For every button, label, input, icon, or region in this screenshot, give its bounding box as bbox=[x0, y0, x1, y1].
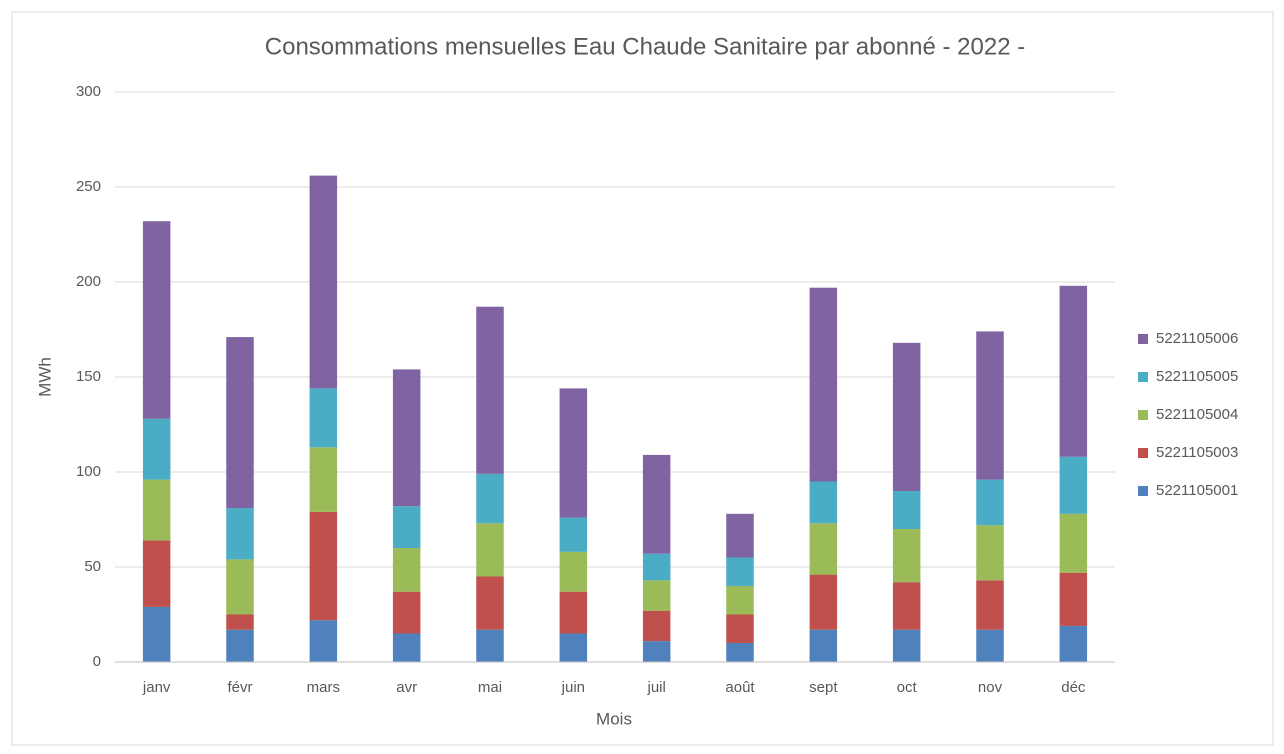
x-tick-label: nov bbox=[978, 679, 1003, 696]
y-tick-label: 150 bbox=[76, 368, 101, 385]
bar-segment bbox=[642, 553, 671, 581]
bar-segment bbox=[309, 620, 338, 662]
bar-segment bbox=[642, 641, 671, 662]
bar-segment bbox=[809, 629, 838, 662]
x-tick-label: juil bbox=[646, 679, 665, 696]
x-tick-label: août bbox=[725, 679, 755, 696]
bar-segment bbox=[809, 287, 838, 482]
bar-segment bbox=[976, 479, 1004, 526]
bar-segment bbox=[559, 388, 588, 518]
bar-segment bbox=[726, 643, 754, 662]
bar-segment bbox=[226, 337, 254, 509]
bar-segment bbox=[476, 306, 504, 474]
bar-segment bbox=[142, 540, 171, 607]
y-axis-title: MWh bbox=[35, 357, 54, 397]
x-tick-label: janv bbox=[142, 679, 171, 696]
legend-swatch bbox=[1138, 410, 1148, 420]
bar-segment bbox=[392, 369, 421, 507]
y-tick-label: 250 bbox=[76, 178, 101, 195]
bar-segment bbox=[809, 481, 838, 524]
bar-segment bbox=[392, 506, 421, 548]
legend-swatch bbox=[1138, 372, 1148, 382]
x-axis-title: Mois bbox=[596, 709, 632, 728]
bar-segment bbox=[309, 388, 338, 448]
bar-segment bbox=[1059, 625, 1088, 662]
y-tick-label: 100 bbox=[76, 463, 101, 480]
bar-segment bbox=[892, 629, 921, 662]
bar-segment bbox=[892, 529, 921, 583]
bar-segment bbox=[726, 586, 754, 615]
bar-segment bbox=[559, 633, 588, 662]
x-tick-label: avr bbox=[396, 679, 417, 696]
legend-swatch bbox=[1138, 334, 1148, 344]
bar-segment bbox=[892, 491, 921, 529]
x-tick-label: mars bbox=[307, 679, 340, 696]
bar-segment bbox=[726, 557, 754, 586]
bar-segment bbox=[142, 479, 171, 541]
y-tick-label: 50 bbox=[84, 558, 101, 575]
bar-segment bbox=[1059, 513, 1088, 573]
bar-segment bbox=[976, 331, 1004, 480]
y-tick-label: 200 bbox=[76, 273, 101, 290]
bar-segment bbox=[226, 614, 254, 630]
bar-segment bbox=[976, 580, 1004, 630]
bar-segment bbox=[226, 508, 254, 560]
bar-segment bbox=[226, 629, 254, 662]
bar-segment bbox=[142, 221, 171, 419]
bar-segment bbox=[976, 629, 1004, 662]
bar-segment bbox=[976, 525, 1004, 581]
bar-segment bbox=[476, 473, 504, 524]
bar-segment bbox=[809, 523, 838, 575]
bar-segment bbox=[1059, 456, 1088, 514]
x-tick-label: déc bbox=[1061, 679, 1086, 696]
x-tick-label: juin bbox=[561, 679, 585, 696]
bar-segment bbox=[559, 551, 588, 592]
bar-segment bbox=[142, 418, 171, 480]
bar-segment bbox=[476, 629, 504, 662]
y-tick-label: 0 bbox=[93, 653, 101, 670]
bar-segment bbox=[1059, 285, 1088, 457]
x-tick-label: sept bbox=[809, 679, 838, 696]
bar-segment bbox=[892, 342, 921, 491]
y-tick-label: 300 bbox=[76, 83, 101, 100]
bar-segment bbox=[726, 614, 754, 643]
bar-segment bbox=[809, 574, 838, 630]
bar-segment bbox=[476, 576, 504, 630]
legend-label: 5221105001 bbox=[1156, 482, 1238, 499]
legend-swatch bbox=[1138, 486, 1148, 496]
x-tick-label: oct bbox=[897, 679, 918, 696]
bar-segment bbox=[642, 454, 671, 554]
legend-label: 5221105004 bbox=[1156, 406, 1238, 423]
bar-segment bbox=[559, 517, 588, 552]
bar-segment bbox=[309, 447, 338, 512]
bar-segment bbox=[309, 511, 338, 621]
bar-segment bbox=[1059, 572, 1088, 626]
x-tick-label: mai bbox=[478, 679, 502, 696]
bar-segment bbox=[226, 559, 254, 615]
bar-segment bbox=[559, 591, 588, 634]
bar-segment bbox=[142, 606, 171, 662]
legend-label: 5221105006 bbox=[1156, 330, 1238, 347]
x-tick-label: févr bbox=[227, 679, 252, 696]
legend-swatch bbox=[1138, 448, 1148, 458]
bar-segment bbox=[892, 582, 921, 630]
bar-segment bbox=[392, 633, 421, 662]
bar-segment bbox=[642, 610, 671, 642]
bar-segment bbox=[726, 513, 754, 558]
bar-segment bbox=[642, 580, 671, 611]
legend-label: 5221105003 bbox=[1156, 444, 1238, 461]
bar-segment bbox=[476, 523, 504, 577]
bar-segment bbox=[392, 548, 421, 592]
chart-title: Consommations mensuelles Eau Chaude Sani… bbox=[265, 33, 1025, 60]
legend-label: 5221105005 bbox=[1156, 368, 1238, 385]
bar-segment bbox=[309, 175, 338, 389]
bar-segment bbox=[392, 591, 421, 634]
